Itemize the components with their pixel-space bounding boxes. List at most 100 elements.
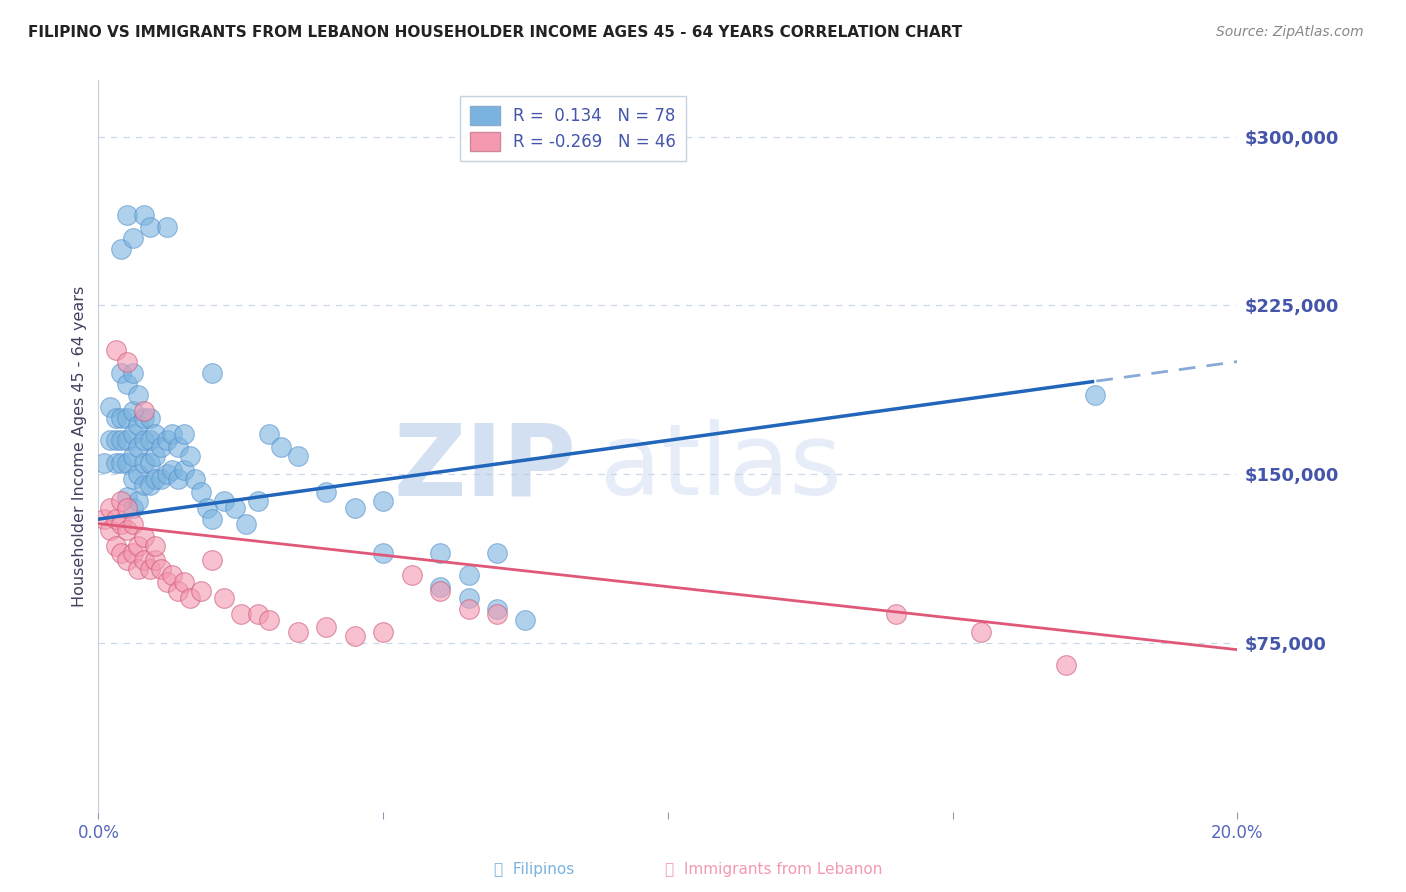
Point	[93, 456, 115, 470]
Point	[110, 366, 132, 380]
Point	[457, 591, 479, 605]
Point	[173, 426, 195, 441]
Point	[98, 524, 121, 538]
Text: ZIP: ZIP	[394, 419, 576, 516]
Point	[167, 584, 190, 599]
Point	[315, 620, 337, 634]
Point	[121, 366, 143, 380]
Point	[110, 494, 132, 508]
Point	[110, 456, 132, 470]
Point	[121, 426, 143, 441]
Point	[190, 584, 212, 599]
Point	[127, 494, 149, 508]
Point	[162, 426, 184, 441]
Point	[486, 607, 509, 621]
Point	[287, 449, 309, 463]
Point	[110, 516, 132, 531]
Point	[98, 500, 121, 515]
Point	[429, 546, 451, 560]
Point	[229, 607, 252, 621]
Point	[515, 614, 537, 628]
Point	[429, 584, 451, 599]
Point	[235, 516, 257, 531]
Point	[373, 546, 395, 560]
Point	[270, 440, 292, 454]
Legend: R =  0.134   N = 78, R = -0.269   N = 46: R = 0.134 N = 78, R = -0.269 N = 46	[460, 96, 686, 161]
Point	[104, 456, 127, 470]
Point	[156, 467, 179, 482]
Point	[167, 472, 190, 486]
Point	[190, 485, 212, 500]
Point	[457, 602, 479, 616]
Point	[121, 546, 143, 560]
Point	[224, 500, 246, 515]
Point	[115, 456, 138, 470]
Point	[145, 552, 167, 566]
Point	[127, 388, 149, 402]
Point	[121, 231, 143, 245]
Point	[127, 440, 149, 454]
Point	[132, 208, 155, 222]
Point	[115, 490, 138, 504]
Point	[1084, 388, 1107, 402]
Point	[259, 426, 281, 441]
Point	[110, 410, 132, 425]
Point	[173, 462, 195, 476]
Point	[150, 472, 173, 486]
Point	[98, 434, 121, 448]
Point	[184, 472, 207, 486]
Point	[104, 539, 127, 553]
Point	[429, 580, 451, 594]
Point	[138, 219, 160, 234]
Point	[343, 629, 366, 643]
Point	[138, 478, 160, 492]
Point	[115, 208, 138, 222]
Point	[127, 467, 149, 482]
Point	[486, 602, 509, 616]
Point	[127, 417, 149, 432]
Point	[115, 354, 138, 368]
Point	[162, 568, 184, 582]
Text: FILIPINO VS IMMIGRANTS FROM LEBANON HOUSEHOLDER INCOME AGES 45 - 64 YEARS CORREL: FILIPINO VS IMMIGRANTS FROM LEBANON HOUS…	[28, 25, 962, 40]
Point	[127, 539, 149, 553]
Point	[212, 591, 235, 605]
Point	[246, 494, 269, 508]
Point	[201, 366, 224, 380]
Point	[132, 404, 155, 418]
Point	[212, 494, 235, 508]
Point	[156, 434, 179, 448]
Point	[104, 410, 127, 425]
Point	[98, 400, 121, 414]
Y-axis label: Householder Income Ages 45 - 64 years: Householder Income Ages 45 - 64 years	[72, 285, 87, 607]
Point	[138, 434, 160, 448]
Point	[373, 624, 395, 639]
Text: atlas: atlas	[599, 419, 841, 516]
Point	[138, 410, 160, 425]
Point	[93, 512, 115, 526]
Point	[150, 440, 173, 454]
Point	[145, 539, 167, 553]
Point	[115, 500, 138, 515]
Point	[115, 552, 138, 566]
Point	[138, 562, 160, 576]
Point	[121, 472, 143, 486]
Point	[145, 426, 167, 441]
Point	[115, 524, 138, 538]
Point	[132, 410, 155, 425]
Point	[246, 607, 269, 621]
Point	[457, 568, 479, 582]
Point	[201, 512, 224, 526]
Point	[115, 410, 138, 425]
Text: Source: ZipAtlas.com: Source: ZipAtlas.com	[1216, 25, 1364, 39]
Point	[104, 343, 127, 358]
Point	[173, 575, 195, 590]
Point	[145, 449, 167, 463]
Point	[970, 624, 993, 639]
Point	[132, 552, 155, 566]
Point	[104, 434, 127, 448]
Point	[121, 516, 143, 531]
Point	[201, 552, 224, 566]
Point	[115, 434, 138, 448]
Point	[259, 614, 281, 628]
Point	[1056, 658, 1078, 673]
